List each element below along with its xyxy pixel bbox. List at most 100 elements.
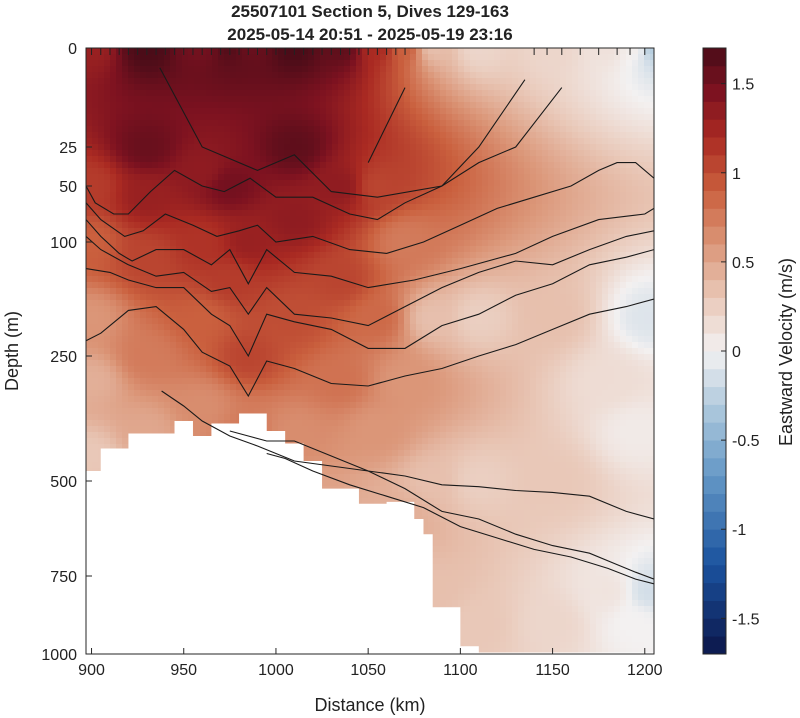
heatmap-cell — [458, 234, 465, 241]
heatmap-cell — [458, 228, 465, 235]
heatmap-cell — [338, 162, 345, 169]
heatmap-cell — [614, 288, 621, 295]
heatmap-cell — [290, 84, 297, 91]
heatmap-cell — [572, 144, 579, 151]
heatmap-cell — [614, 306, 621, 313]
heatmap-cell — [224, 78, 231, 85]
heatmap-cell — [278, 66, 285, 73]
heatmap-cell — [572, 324, 579, 331]
heatmap-cell — [152, 90, 159, 97]
heatmap-cell — [596, 156, 603, 163]
heatmap-cell — [470, 270, 477, 277]
heatmap-cell — [488, 132, 495, 139]
heatmap-cell — [500, 246, 507, 253]
heatmap-cell — [212, 72, 219, 79]
heatmap-cell — [488, 138, 495, 145]
heatmap-cell — [152, 174, 159, 181]
heatmap-cell — [332, 102, 339, 109]
heatmap-cell — [176, 276, 183, 283]
heatmap-cell — [122, 318, 129, 325]
heatmap-cell — [314, 78, 321, 85]
heatmap-cell — [422, 294, 429, 301]
heatmap-cell — [188, 360, 195, 367]
heatmap-cell — [440, 210, 447, 217]
heatmap-cell — [86, 54, 93, 61]
heatmap-cell — [572, 342, 579, 349]
heatmap-cell — [296, 258, 303, 265]
heatmap-cell — [506, 138, 513, 145]
heatmap-cell — [566, 90, 573, 97]
heatmap-cell — [122, 102, 129, 109]
heatmap-cell — [476, 354, 483, 361]
heatmap-cell — [92, 54, 99, 61]
heatmap-cell — [356, 342, 363, 349]
heatmap-cell — [632, 90, 639, 97]
heatmap-cell — [410, 150, 417, 157]
heatmap-cell — [614, 330, 621, 337]
heatmap-cell — [494, 144, 501, 151]
heatmap-cell — [182, 54, 189, 61]
heatmap-cell — [308, 330, 315, 337]
heatmap-cell — [524, 168, 531, 175]
heatmap-cell — [206, 294, 213, 301]
heatmap-cell — [134, 354, 141, 361]
heatmap-cell — [596, 300, 603, 307]
heatmap-cell — [338, 252, 345, 259]
heatmap-cell — [572, 300, 579, 307]
heatmap-cell — [392, 138, 399, 145]
heatmap-cell — [350, 234, 357, 241]
heatmap-cell — [368, 156, 375, 163]
heatmap-cell — [230, 300, 237, 307]
heatmap-cell — [512, 78, 519, 85]
heatmap-cell — [446, 270, 453, 277]
heatmap-cell — [494, 282, 501, 289]
heatmap-cell — [386, 330, 393, 337]
heatmap-cell — [590, 342, 597, 349]
heatmap-cell — [458, 312, 465, 319]
heatmap-cell — [614, 144, 621, 151]
heatmap-cell — [392, 144, 399, 151]
heatmap-cell — [362, 252, 369, 259]
heatmap-cell — [554, 72, 561, 79]
heatmap-cell — [134, 324, 141, 331]
heatmap-cell — [254, 84, 261, 91]
heatmap-cell — [446, 114, 453, 121]
heatmap-cell — [218, 354, 225, 361]
heatmap-cell — [614, 336, 621, 343]
heatmap-cell — [644, 108, 651, 115]
heatmap-cell — [116, 234, 123, 241]
heatmap-cell — [332, 138, 339, 145]
heatmap-cell — [476, 108, 483, 115]
heatmap-cell — [452, 210, 459, 217]
heatmap-cell — [602, 270, 609, 277]
heatmap-cell — [278, 240, 285, 247]
heatmap-cell — [440, 204, 447, 211]
heatmap-cell — [554, 78, 561, 85]
heatmap-cell — [464, 228, 471, 235]
heatmap-cell — [602, 204, 609, 211]
heatmap-cell — [182, 348, 189, 355]
heatmap-cell — [170, 276, 177, 283]
heatmap-cell — [524, 132, 531, 139]
heatmap-cell — [398, 336, 405, 343]
heatmap-cell — [476, 114, 483, 121]
heatmap-cell — [584, 264, 591, 271]
heatmap-cell — [368, 354, 375, 361]
heatmap-cell — [188, 126, 195, 133]
heatmap-cell — [620, 270, 627, 277]
heatmap-cell — [308, 354, 315, 361]
heatmap-cell — [272, 342, 279, 349]
heatmap-cell — [338, 216, 345, 223]
heatmap-cell — [326, 306, 333, 313]
heatmap-cell — [428, 306, 435, 313]
heatmap-cell — [128, 114, 135, 121]
heatmap-cell — [524, 120, 531, 127]
heatmap-cell — [212, 246, 219, 253]
heatmap-cell — [422, 204, 429, 211]
heatmap-cell — [458, 114, 465, 121]
heatmap-cell — [146, 360, 153, 367]
heatmap-cell — [104, 348, 111, 355]
heatmap-cell — [176, 174, 183, 181]
heatmap-cell — [572, 222, 579, 229]
heatmap-cell — [476, 66, 483, 73]
